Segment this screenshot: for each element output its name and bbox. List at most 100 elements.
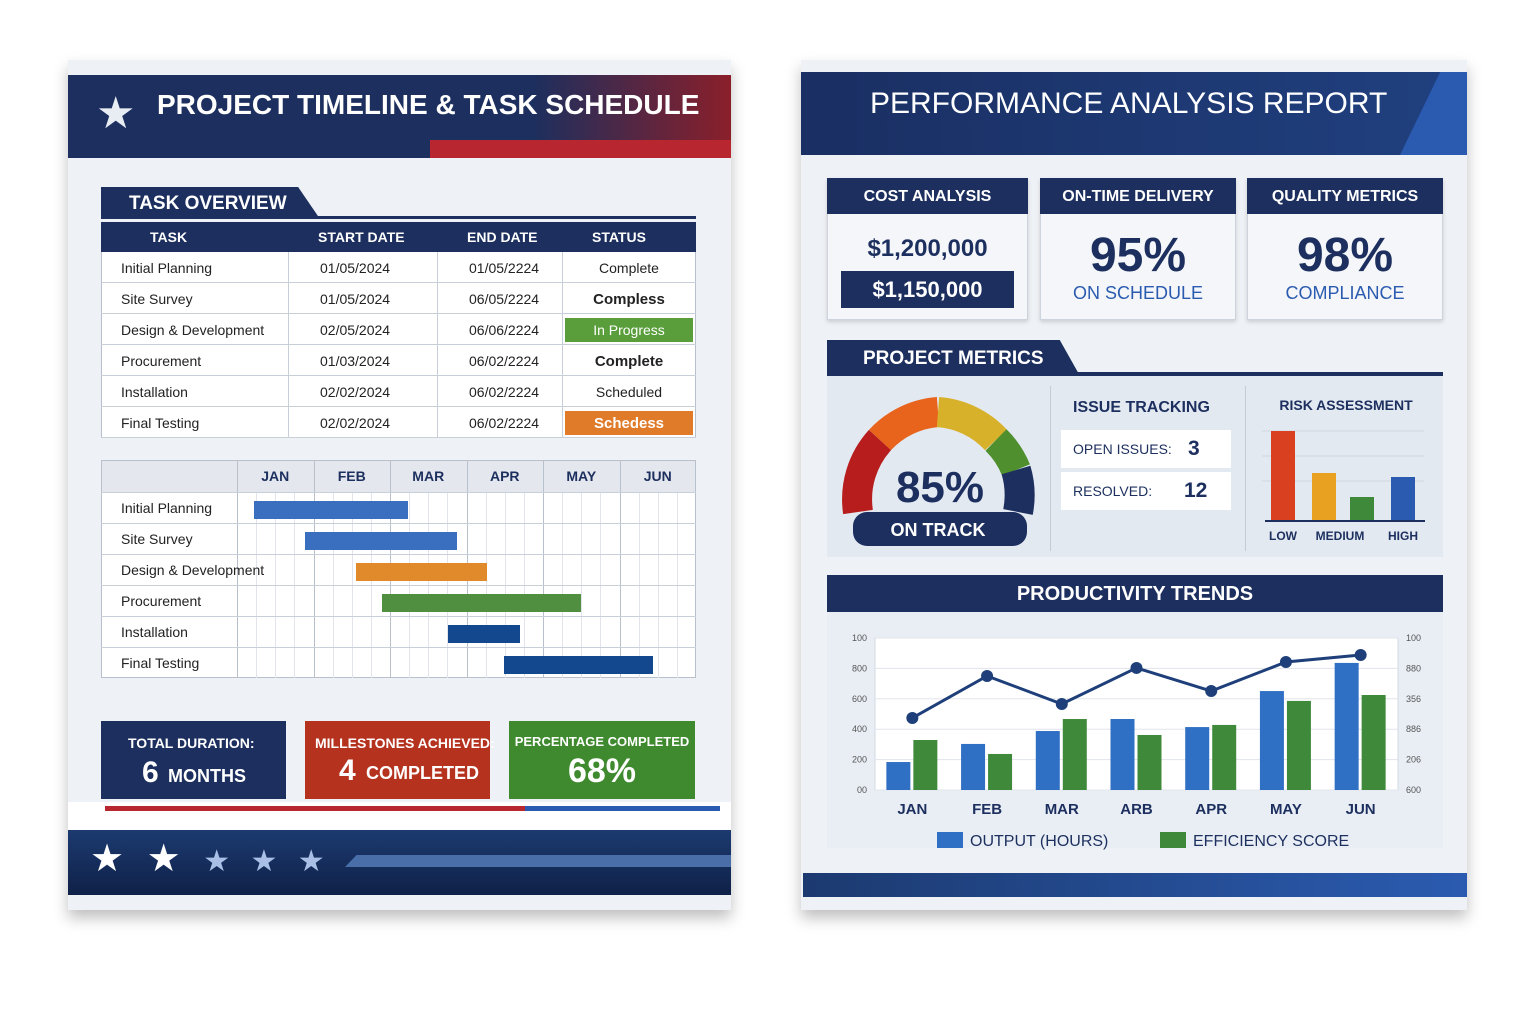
footer-band <box>803 873 1467 897</box>
gantt-bar <box>382 594 582 612</box>
kpi-heading: COST ANALYSIS <box>827 178 1028 214</box>
heading-rule <box>101 216 696 219</box>
table-cell: 06/05/2224 <box>469 291 540 307</box>
section-heading: PROJECT METRICS <box>827 340 1080 376</box>
plot-area <box>874 637 1399 791</box>
column-line <box>288 252 289 438</box>
column-header: END DATE <box>467 229 538 245</box>
bar <box>1137 734 1162 790</box>
document-title: PERFORMANCE ANALYSIS REPORT <box>870 87 1388 120</box>
y2-tick-label: 886 <box>1406 724 1421 734</box>
table-cell: Procurement <box>121 353 202 369</box>
gauge-segment <box>936 397 1008 451</box>
task-label: Design & Development <box>121 562 265 578</box>
line-point <box>981 670 994 682</box>
x-tick-label: APR <box>1195 801 1227 818</box>
gantt-bar <box>503 656 654 674</box>
kpi-caption: ON SCHEDULE <box>1072 283 1204 303</box>
column-header: STATUS <box>592 229 646 245</box>
row-line <box>101 616 696 617</box>
footer-stripe <box>345 855 731 867</box>
issue-value: 12 <box>1184 479 1208 502</box>
table-cell: 01/05/2024 <box>320 291 391 307</box>
status-fill <box>565 411 693 435</box>
month-label: MAR <box>412 468 445 484</box>
x-tick-label: MAR <box>1045 801 1079 818</box>
row-line <box>101 585 696 586</box>
bar <box>1286 700 1311 790</box>
table-cell: Design & Development <box>121 322 265 338</box>
x-tick-label: LOW <box>1269 529 1298 543</box>
line-point <box>906 711 919 724</box>
bar <box>1350 497 1374 521</box>
line-point <box>1130 661 1143 674</box>
bar <box>961 743 986 790</box>
gauge-caption: ON TRACK <box>891 520 986 540</box>
section-heading: PRODUCTIVITY TRENDS <box>827 575 1443 612</box>
divider <box>1245 386 1246 551</box>
bar <box>1062 719 1087 790</box>
bar <box>1259 691 1284 790</box>
x-tick-label: FEB <box>972 801 1002 818</box>
month-line <box>237 460 238 678</box>
x-tick-label: MAY <box>1270 801 1302 818</box>
table-cell: In Progress <box>593 322 665 338</box>
month-label: MAY <box>566 468 597 484</box>
table-cell: Complete <box>594 353 664 370</box>
table-cell: Compless <box>593 291 665 308</box>
table-cell: Complete <box>599 260 659 276</box>
issue-label: RESOLVED: <box>1073 483 1153 499</box>
legend-label: EFFICIENCY SCORE <box>1193 833 1349 850</box>
summary-card <box>509 721 695 799</box>
table-cell: Initial Planning <box>121 260 213 276</box>
row-line <box>101 554 696 555</box>
line-point <box>1354 649 1367 662</box>
task-label: Final Testing <box>121 655 200 671</box>
kpi-caption: $1,150,000 <box>841 271 1014 308</box>
row-line <box>101 406 696 407</box>
summary-value: 6 <box>142 756 159 789</box>
bar <box>1212 724 1237 790</box>
row-line <box>101 437 696 438</box>
footer-stripe <box>525 806 720 811</box>
table-cell: Schedess <box>593 415 665 432</box>
bar <box>1185 727 1210 790</box>
bar <box>1361 695 1386 790</box>
bar <box>886 762 911 790</box>
section-heading: TASK OVERVIEW <box>101 187 320 219</box>
row-line <box>101 282 696 283</box>
kpi-heading: ON-TIME DELIVERY <box>1040 178 1236 214</box>
table-cell: 02/05/2024 <box>320 322 391 338</box>
gantt-bar <box>305 532 458 550</box>
month-line <box>543 460 544 678</box>
summary-card <box>101 721 286 799</box>
summary-label: PERCENTAGE COMPLETED <box>514 734 690 749</box>
gauge-segment <box>1001 465 1035 515</box>
x-tick-label: HIGH <box>1388 529 1418 543</box>
table-cell: 02/02/2024 <box>320 384 391 400</box>
task-label: Site Survey <box>121 531 193 547</box>
table-cell: Site Survey <box>121 291 193 307</box>
summary-unit: MONTHS <box>168 766 246 786</box>
panel-heading: RISK ASSESSMENT <box>1279 397 1413 413</box>
table-cell: 01/05/2024 <box>320 260 391 276</box>
summary-value: 68% <box>567 752 637 790</box>
kpi-caption: COMPLIANCE <box>1285 283 1405 303</box>
table-cell: 06/02/2224 <box>469 384 540 400</box>
bar <box>1271 431 1295 521</box>
legend-swatch <box>937 832 963 848</box>
y2-tick-label: 206 <box>1406 755 1421 765</box>
table-cell: 02/02/2024 <box>320 415 391 431</box>
y-tick-label: 600 <box>852 694 867 704</box>
month-label: APR <box>489 468 520 484</box>
star-row: ★ ★ ★ ★ ★ <box>90 838 331 880</box>
legend-label: OUTPUT (HOURS) <box>970 833 1108 850</box>
summary-card <box>305 721 490 799</box>
month-line <box>619 460 621 678</box>
y-tick-label: 800 <box>852 663 867 673</box>
row-line <box>101 647 696 648</box>
gantt-bar <box>253 501 409 519</box>
legend-swatch <box>1160 832 1186 848</box>
